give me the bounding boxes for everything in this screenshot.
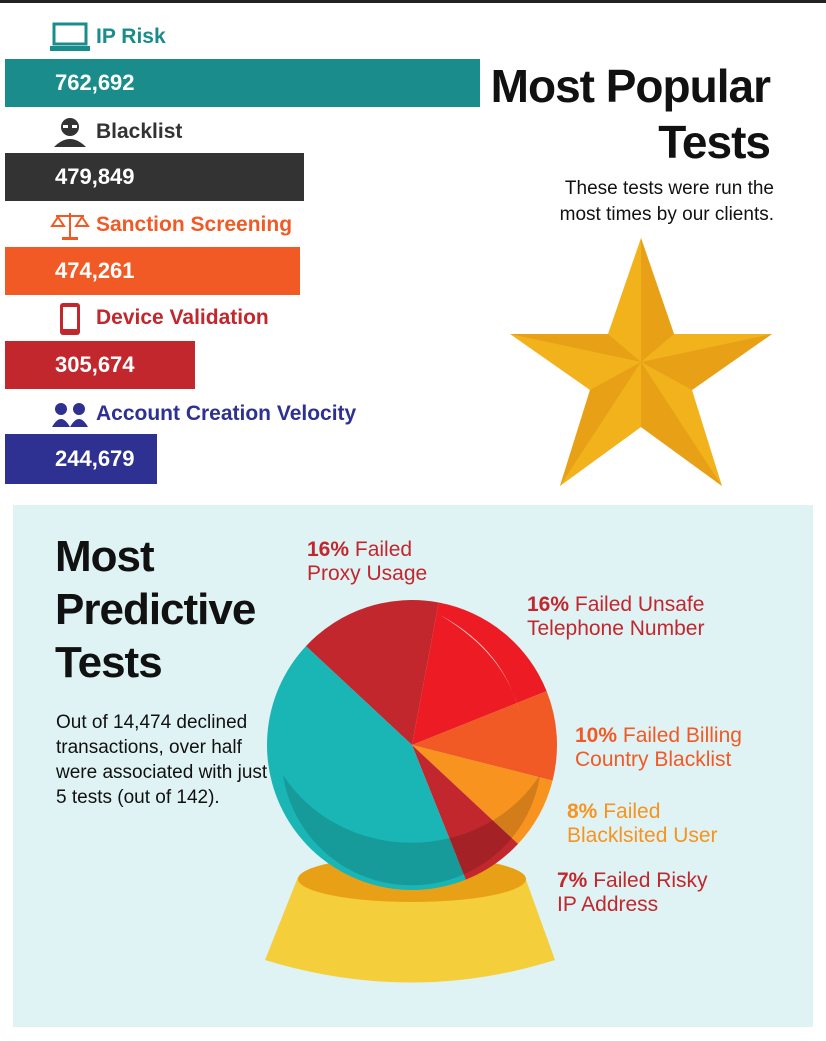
two-people-icon [50,399,90,429]
laptop-icon [50,22,90,52]
bar: 474,261 [5,247,301,295]
pie-slice-text-line-1: Failed Billing [617,724,742,747]
pie-slice-text-line-1: Failed [597,800,661,823]
bar-value-label: 244,679 [55,446,135,471]
bar-category-label: Sanction Screening [50,210,292,240]
bar: 244,679 [5,434,158,484]
pie-slice [305,600,439,745]
bar-category-label: IP Risk [50,22,166,52]
predictive-title-line-2: Predictive [55,585,256,634]
popular-title-line-2: Tests [658,116,771,168]
bar-category-label: Device Validation [50,303,269,335]
predictive-description: Out of 14,474 declined transactions, ove… [56,712,268,808]
predictive-title-line-3: Tests [55,638,163,687]
bar-value-label: 474,261 [55,258,135,283]
masked-person-icon [50,117,90,147]
star-icon [510,238,772,486]
bar-category-text: Device Validation [96,306,269,329]
pie-slice-label: 16% Failed Unsafe Telephone Number [527,593,704,641]
pie-slice-percent: 16% [307,538,350,561]
bar-category-text: IP Risk [96,25,166,48]
pie-slice-label: 10% Failed Billing Country Blacklist [575,724,742,772]
pie-slice-percent: 7% [557,869,588,892]
bar-category-label: Account Creation Velocity [50,399,356,429]
pie-slice-label: 16% Failed Proxy Usage [307,538,427,586]
stand-base [265,877,555,983]
popular-subtitle-line-2: most times by our clients. [559,204,774,225]
pie-slice-text-line-2: Country Blacklist [575,748,732,771]
pie-slice-percent: 16% [527,593,570,616]
bar-category-text: Account Creation Velocity [96,402,357,425]
bar-category-text: Blacklist [96,120,183,143]
bar-value-label: 479,849 [55,164,135,189]
pie-slice [412,691,557,781]
predictive-title: Most Predictive Tests [55,530,256,689]
pie-slice-text-line-2: IP Address [557,893,659,916]
bar: 479,849 [5,153,304,201]
bar-category-text: Sanction Screening [96,213,293,236]
scales-icon [50,210,90,240]
pie-slice-text-line-2: Proxy Usage [307,562,428,585]
predictive-title-line-1: Most [55,532,155,581]
pie-slice-text-line-2: Blacklsited User [567,824,718,847]
bar-value-label: 762,692 [55,70,135,95]
pie-slice-text-line-2: Telephone Number [527,617,705,640]
pie-slice [412,745,519,880]
crystal-ball-pie-chart [265,600,557,983]
popular-subtitle: These tests were run the most times by o… [474,176,774,228]
pie-slice-text-line-1: Failed Unsafe [569,593,705,616]
pie-slice-text-line-1: Failed Risky [587,869,708,892]
bar: 762,692 [5,59,480,107]
pie-slice-percent: 10% [575,724,618,747]
pie-slice [412,602,547,745]
pie-slice-label: 7% Failed Risky IP Address [557,869,708,917]
bar-category-label: Blacklist [50,117,182,147]
bar: 305,674 [5,341,196,389]
popular-title-line-1: Most Popular [490,60,771,112]
top-rule [0,0,826,3]
pie-slice [412,745,553,844]
pie-slice-percent: 8% [567,800,598,823]
bar-value-label: 305,674 [55,352,135,377]
pie-slice-remainder [267,646,466,890]
pie-slice-label: 8% Failed Blacklsited User [567,800,718,848]
popular-title: Most Popular Tests [490,58,771,170]
ball-shadow [283,775,540,886]
mobile-phone-icon [50,303,90,335]
popular-subtitle-line-1: These tests were run the [564,178,774,199]
pie-slice-text-line-1: Failed [349,538,413,561]
